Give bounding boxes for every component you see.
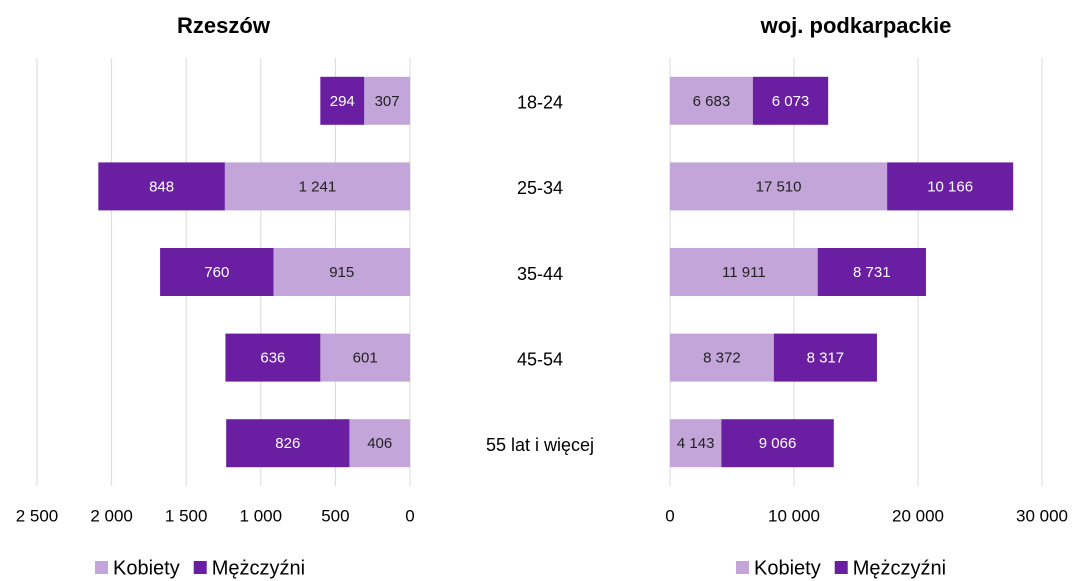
- bar-segment: [349, 419, 410, 468]
- value-label: 294: [330, 93, 355, 110]
- bar-segment: [773, 333, 877, 382]
- value-label: 8 372: [703, 350, 741, 367]
- bar-segment: [721, 419, 834, 468]
- x-tick-label: 10 000: [768, 506, 820, 525]
- bar-segment: [670, 248, 818, 296]
- x-tick-label: 1 500: [165, 506, 208, 525]
- bar-segment: [364, 76, 410, 125]
- value-label: 307: [375, 93, 400, 110]
- legend-label: Mężczyźni: [853, 557, 946, 579]
- value-label: 406: [367, 435, 392, 452]
- x-tick-label: 0: [665, 506, 674, 525]
- value-label: 760: [204, 264, 229, 281]
- value-label: 636: [260, 350, 285, 367]
- bar-segment: [226, 419, 350, 468]
- x-tick-label: 30 000: [1016, 506, 1068, 525]
- category-label: 35-44: [517, 264, 563, 284]
- bar-segment: [670, 76, 753, 125]
- bar-segment: [225, 333, 321, 382]
- chart-title: Rzeszów: [177, 13, 271, 38]
- value-label: 8 317: [807, 350, 845, 367]
- bar-segment: [670, 162, 888, 211]
- legend-label: Kobiety: [113, 557, 180, 579]
- value-label: 17 510: [756, 178, 802, 195]
- bar-segment: [817, 248, 926, 296]
- value-label: 8 731: [853, 264, 891, 281]
- legend-swatch: [193, 561, 207, 574]
- x-tick-label: 0: [405, 506, 414, 525]
- category-label: 18-24: [517, 93, 563, 113]
- category-label: 55 lat i więcej: [486, 435, 594, 455]
- value-label: 10 166: [927, 178, 973, 195]
- category-label: 25-34: [517, 178, 563, 198]
- bar-segment: [320, 333, 410, 382]
- value-label: 601: [353, 350, 378, 367]
- x-tick-label: 2 000: [90, 506, 133, 525]
- value-label: 9 066: [759, 435, 797, 452]
- bar-segment: [752, 76, 829, 125]
- x-tick-label: 2 500: [16, 506, 59, 525]
- value-label: 11 911: [722, 264, 766, 281]
- bar-segment: [273, 248, 410, 296]
- value-label: 848: [149, 178, 174, 195]
- bar-segment: [224, 162, 410, 211]
- value-label: 6 073: [772, 93, 810, 110]
- x-tick-label: 500: [321, 506, 349, 525]
- bar-segment: [670, 419, 722, 468]
- legend-swatch: [736, 561, 749, 574]
- bar-segment: [887, 162, 1014, 211]
- value-label: 915: [329, 264, 354, 281]
- value-label: 826: [275, 435, 300, 452]
- category-label: 45-54: [517, 349, 563, 369]
- chart-title: woj. podkarpackie: [760, 13, 952, 38]
- legend-swatch: [95, 561, 108, 574]
- value-label: 4 143: [677, 435, 715, 452]
- value-label: 6 683: [693, 93, 731, 110]
- bar-segment: [320, 76, 365, 125]
- x-tick-label: 1 000: [240, 506, 283, 525]
- legend-label: Kobiety: [754, 557, 821, 579]
- x-tick-label: 20 000: [892, 506, 944, 525]
- bar-segment: [670, 333, 774, 382]
- legend-label: Mężczyźni: [212, 557, 305, 579]
- bar-segment: [98, 162, 225, 211]
- value-label: 1 241: [299, 178, 337, 195]
- bar-segment: [160, 248, 274, 296]
- legend-swatch: [834, 561, 848, 574]
